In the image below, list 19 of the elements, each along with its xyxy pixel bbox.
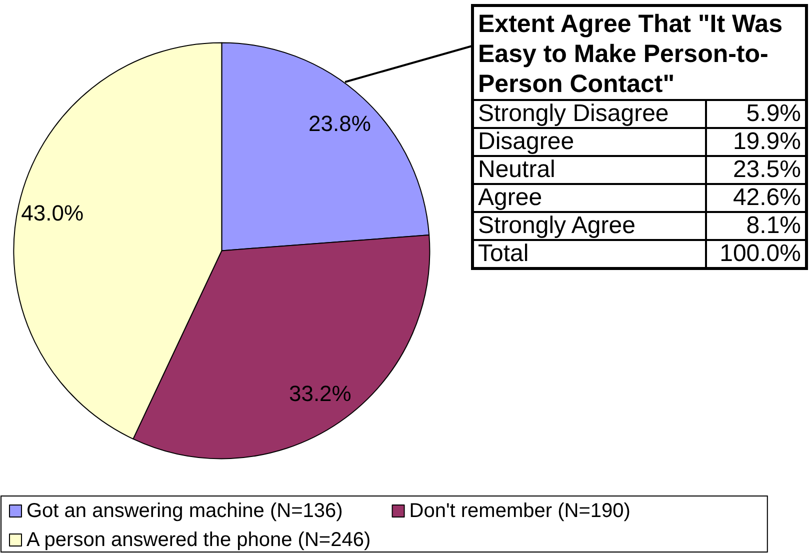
category-label: Neutral: [474, 156, 706, 184]
text: 5.9%: [746, 100, 801, 127]
text: 19.9%: [732, 128, 801, 155]
legend-label: Got an answering machine (N=136): [26, 500, 343, 522]
category-label: Strongly Agree: [474, 212, 706, 240]
legend-label: A person answered the phone (N=246): [26, 529, 371, 551]
text: 23.5%: [732, 156, 801, 183]
data-label: 43.0%: [21, 200, 84, 226]
data-label: 23.8%: [308, 110, 371, 136]
text: 8.1%: [746, 212, 801, 239]
category-label: Total: [474, 240, 706, 267]
category-label: Strongly Disagree: [474, 100, 706, 128]
text: Extent Agree That "It Was Easy to Make Person-to-Person Contact": [477, 9, 784, 99]
data-label: 33.2%: [288, 381, 352, 406]
legend-label: Don't remember (N=190): [409, 500, 630, 522]
category-label: Agree: [474, 184, 706, 212]
text: 42.6%: [732, 184, 801, 211]
category-label: Disagree: [474, 128, 706, 156]
text: 100.0%: [720, 240, 801, 267]
